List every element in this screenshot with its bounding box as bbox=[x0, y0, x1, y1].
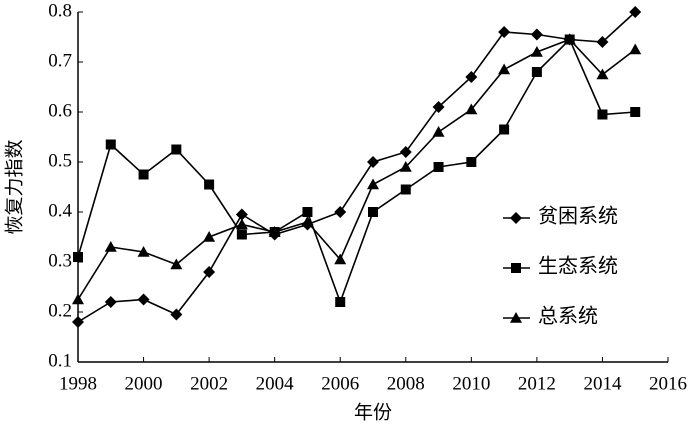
x-tick-label: 2008 bbox=[387, 373, 425, 394]
x-tick-label: 2016 bbox=[649, 373, 687, 394]
x-tick-label: 2002 bbox=[190, 373, 228, 394]
data-point bbox=[72, 316, 84, 328]
data-point bbox=[629, 6, 642, 18]
data-point bbox=[563, 33, 576, 45]
data-point bbox=[137, 246, 150, 257]
data-point bbox=[596, 36, 609, 48]
data-point bbox=[530, 28, 543, 41]
series-line bbox=[77, 38, 636, 300]
y-tick-label: 0.2 bbox=[48, 300, 72, 321]
series-line bbox=[77, 38, 636, 305]
data-point bbox=[171, 144, 182, 155]
data-point bbox=[433, 162, 444, 172]
y-axis-title: 恢复力指数 bbox=[3, 139, 25, 234]
x-tick-label: 2012 bbox=[518, 373, 556, 394]
x-tick-label: 2004 bbox=[256, 373, 295, 394]
x-axis-title: 年份 bbox=[354, 401, 392, 423]
data-point bbox=[367, 156, 379, 168]
x-tick-label: 2000 bbox=[125, 373, 163, 394]
data-point bbox=[73, 252, 83, 262]
data-point bbox=[268, 226, 281, 237]
data-point bbox=[368, 207, 378, 217]
data-point bbox=[203, 231, 216, 242]
data-point bbox=[399, 146, 412, 158]
data-point bbox=[301, 216, 314, 227]
legend-marker bbox=[510, 312, 522, 323]
data-point bbox=[432, 101, 445, 113]
data-point bbox=[137, 293, 150, 306]
data-point bbox=[170, 258, 183, 270]
data-point bbox=[170, 308, 183, 321]
data-point bbox=[104, 241, 117, 252]
data-point bbox=[466, 157, 477, 167]
legend-marker bbox=[510, 212, 522, 224]
data-point bbox=[432, 126, 445, 137]
data-point bbox=[236, 229, 247, 240]
x-tick-label: 1998 bbox=[59, 373, 97, 394]
data-point bbox=[531, 67, 542, 77]
data-point bbox=[597, 109, 608, 120]
data-point bbox=[400, 184, 411, 195]
data-point bbox=[335, 297, 346, 307]
legend-label: 贫困系统 bbox=[538, 205, 618, 228]
y-tick-label: 0.3 bbox=[48, 250, 72, 271]
data-point bbox=[367, 178, 379, 190]
data-point bbox=[629, 43, 642, 55]
series-line bbox=[77, 11, 636, 323]
data-point bbox=[334, 206, 347, 218]
data-point bbox=[105, 139, 116, 150]
data-point bbox=[204, 179, 215, 190]
x-tick-label: 2014 bbox=[583, 373, 622, 394]
y-tick-label: 0.4 bbox=[48, 200, 72, 221]
y-tick-label: 0.6 bbox=[48, 100, 72, 121]
data-point bbox=[302, 207, 313, 217]
data-point bbox=[399, 161, 412, 172]
y-tick-label: 0.1 bbox=[48, 350, 72, 371]
data-point bbox=[465, 71, 478, 83]
legend-label: 生态系统 bbox=[538, 255, 618, 278]
x-tick-label: 2010 bbox=[452, 373, 490, 394]
data-point bbox=[465, 103, 478, 115]
data-point bbox=[104, 296, 117, 308]
data-point bbox=[235, 218, 248, 230]
data-point bbox=[530, 46, 543, 57]
legend-marker bbox=[511, 263, 521, 273]
x-tick-label: 2006 bbox=[321, 373, 359, 394]
data-point bbox=[72, 293, 84, 305]
data-point bbox=[235, 208, 248, 221]
y-tick-label: 0.7 bbox=[48, 50, 72, 71]
data-point bbox=[203, 266, 216, 278]
data-point bbox=[138, 169, 149, 180]
y-tick-label: 0.8 bbox=[48, 0, 72, 21]
data-point bbox=[498, 26, 511, 38]
data-point bbox=[499, 124, 510, 135]
data-point bbox=[630, 107, 641, 117]
data-point bbox=[334, 253, 347, 265]
data-point bbox=[498, 63, 511, 75]
legend-label: 总系统 bbox=[538, 305, 598, 328]
data-point bbox=[596, 68, 609, 80]
y-tick-label: 0.5 bbox=[48, 150, 72, 171]
